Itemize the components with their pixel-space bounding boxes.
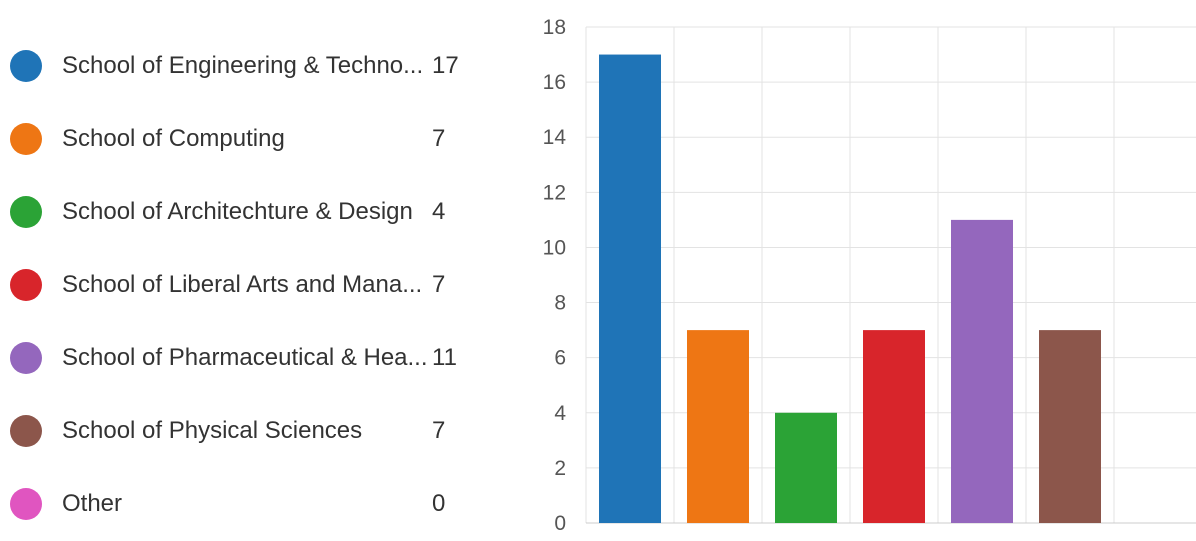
chart-bars xyxy=(599,54,1101,524)
legend-swatch xyxy=(10,488,42,520)
legend-swatch xyxy=(10,269,42,301)
legend-label: School of Physical Sciences xyxy=(62,417,363,444)
y-tick-label: 10 xyxy=(543,236,566,259)
legend-label: School of Architechture & Design xyxy=(62,198,413,225)
y-tick-label: 4 xyxy=(554,402,566,425)
y-tick-label: 0 xyxy=(554,512,566,535)
bar-2[interactable] xyxy=(687,330,749,523)
legend-swatch xyxy=(10,123,42,155)
y-tick-label: 18 xyxy=(543,16,566,39)
legend-swatch xyxy=(10,415,42,447)
y-tick-label: 16 xyxy=(543,71,566,94)
legend-swatch xyxy=(10,342,42,374)
y-tick-label: 8 xyxy=(554,292,566,315)
legend-count: 4 xyxy=(432,198,446,225)
bar-6[interactable] xyxy=(1039,330,1101,523)
legend-count: 7 xyxy=(432,125,446,152)
legend-item-architecture[interactable]: School of Architechture & Design 4 xyxy=(0,176,480,249)
legend-item-liberal-arts[interactable]: School of Liberal Arts and Mana... 7 xyxy=(0,249,480,322)
bar-4[interactable] xyxy=(863,330,925,523)
legend-item-pharmaceutical[interactable]: School of Pharmaceutical & Hea... 11 xyxy=(0,322,480,395)
legend-label: School of Pharmaceutical & Hea... xyxy=(62,344,428,371)
legend-swatch xyxy=(10,196,42,228)
legend-count: 11 xyxy=(432,344,457,371)
y-tick-label: 2 xyxy=(554,457,566,480)
y-tick-label: 14 xyxy=(543,126,567,149)
legend-label: Other xyxy=(62,490,123,517)
legend-label: School of Engineering & Techno... xyxy=(62,52,424,79)
legend-count: 17 xyxy=(432,52,459,79)
legend-count: 7 xyxy=(432,417,446,444)
y-tick-label: 12 xyxy=(543,181,566,204)
legend-swatch xyxy=(10,50,42,82)
legend-label: School of Computing xyxy=(62,125,285,152)
legend-count: 0 xyxy=(432,490,446,517)
y-tick-label: 6 xyxy=(554,347,566,370)
legend-label: School of Liberal Arts and Mana... xyxy=(62,271,423,298)
y-axis-ticks: 0 2 4 6 8 10 12 14 16 18 xyxy=(543,16,567,535)
bar-1[interactable] xyxy=(599,54,661,524)
legend-item-physical-sciences[interactable]: School of Physical Sciences 7 xyxy=(0,395,480,468)
legend-item-computing[interactable]: School of Computing 7 xyxy=(0,103,480,176)
bar-3[interactable] xyxy=(775,412,837,523)
chart-legend: School of Engineering & Techno... 17 Sch… xyxy=(0,30,480,541)
bar-5[interactable] xyxy=(951,219,1013,523)
legend-count: 7 xyxy=(432,271,446,298)
legend-item-other[interactable]: Other 0 xyxy=(0,468,480,541)
legend-item-engineering[interactable]: School of Engineering & Techno... 17 xyxy=(0,30,480,103)
